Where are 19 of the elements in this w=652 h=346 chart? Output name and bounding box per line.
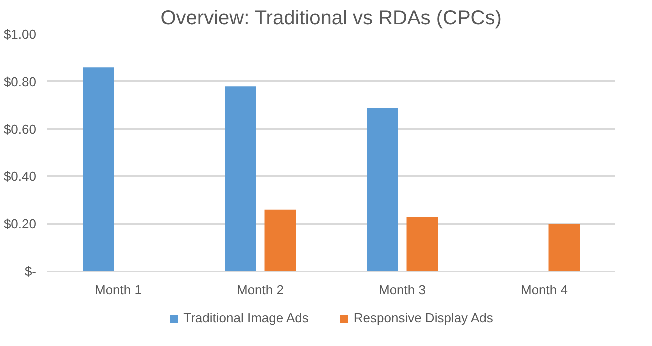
y-tick-label: $0.40 <box>4 169 37 184</box>
y-tick-label: $- <box>24 264 37 279</box>
y-tick-label: $0.60 <box>4 122 37 137</box>
bar <box>225 86 256 272</box>
y-tick-label: $1.00 <box>4 27 37 42</box>
y-tick-label: $0.80 <box>4 74 37 90</box>
x-tick-label: Month 2 <box>237 282 284 298</box>
bar <box>83 68 114 272</box>
bar <box>367 108 398 272</box>
bar <box>548 224 580 272</box>
x-tick-label: Month 1 <box>95 282 142 298</box>
chart-title: Overview: Traditional vs RDAs (CPCs) <box>160 8 502 30</box>
y-tick-label: $0.20 <box>4 216 37 232</box>
legend-label: Traditional Image Ads <box>184 310 309 326</box>
x-tick-label: Month 3 <box>379 282 426 298</box>
bar <box>264 210 296 272</box>
x-tick-label: Month 4 <box>521 282 568 298</box>
bar <box>406 216 438 272</box>
legend-label: Responsive Display Ads <box>354 310 494 326</box>
